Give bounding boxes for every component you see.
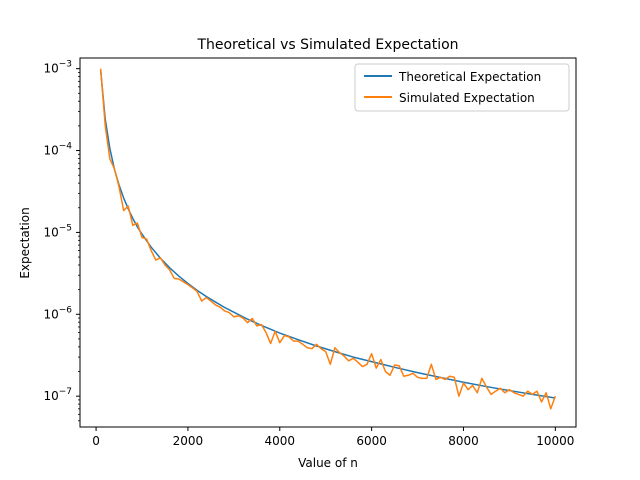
y-tick-label: 10−7 [43, 387, 72, 403]
x-tick-label: 4000 [265, 434, 296, 448]
x-tick-label: 8000 [448, 434, 479, 448]
plot-area: 0 2000 4000 6000 8000 10000 10−710−610−510−41… [43, 57, 577, 448]
axes-frame [79, 57, 577, 428]
x-axis: 0 2000 4000 6000 8000 10000 [92, 427, 574, 448]
x-tick-label: 0 [92, 434, 100, 448]
x-tick-label: 2000 [173, 434, 204, 448]
series-layer [99, 68, 557, 410]
x-tick-label: 10000 [536, 434, 574, 448]
y-tick-label: 10−6 [43, 305, 72, 321]
legend-box [354, 63, 570, 112]
x-axis-label: Value of n [298, 456, 358, 470]
legend-label-theoretical: Theoretical Expectation [398, 70, 541, 84]
y-axis: 10−7 10−6 10−5 10−4 10−3 [43, 60, 80, 422]
x-tick-label: 6000 [356, 434, 387, 448]
y-tick-label: 10−3 [43, 60, 72, 76]
legend-label-simulated: Simulated Expectation [399, 91, 535, 105]
chart-title: Theoretical vs Simulated Expectation [196, 37, 458, 53]
legend: Theoretical Expectation Simulated Expect… [354, 63, 570, 112]
series-line-simulated [99, 68, 557, 410]
y-tick-label: 10−5 [43, 223, 72, 239]
y-axis-label: Expectation [18, 207, 32, 278]
y-tick-label: 10−4 [43, 142, 72, 158]
